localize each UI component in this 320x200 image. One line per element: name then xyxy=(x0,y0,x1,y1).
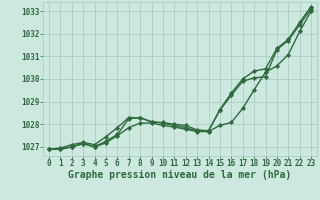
X-axis label: Graphe pression niveau de la mer (hPa): Graphe pression niveau de la mer (hPa) xyxy=(68,170,292,180)
